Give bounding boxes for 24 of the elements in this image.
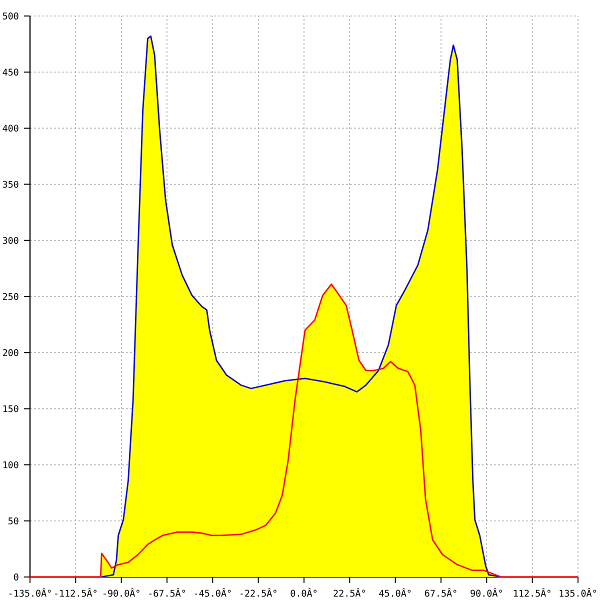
x-tick-label: -112.5Â°: [55, 588, 96, 597]
x-tick-label: 90.0Â°: [470, 588, 502, 597]
y-tick-label: 250: [3, 293, 18, 300]
y-tick-label: 150: [3, 405, 18, 412]
x-tick-label: 45.0Â°: [379, 588, 411, 597]
y-tick-label: 350: [2, 180, 18, 188]
y-tick-label: 500: [2, 12, 18, 20]
y-tick-label: 450: [2, 68, 18, 76]
x-tick-label: 67.5Â°: [424, 588, 456, 597]
x-tick-label: -67.5Â°: [149, 588, 186, 597]
x-tick-label: 112.5Â°: [514, 588, 550, 597]
y-tick-label: 300: [2, 236, 18, 244]
x-tick-label: -22.5Â°: [240, 588, 276, 597]
y-tick-label: 200: [3, 349, 18, 356]
x-tick-label: -45.0Â°: [194, 588, 231, 597]
y-tick-label: 0: [14, 574, 18, 580]
y-tick-label: 50: [8, 517, 18, 524]
y-tick-label: 100: [3, 461, 18, 468]
x-tick-label: -90.0Â°: [104, 588, 140, 597]
x-tick-label: -135.0Â°: [9, 588, 51, 597]
x-tick-label: 22.5Â°: [334, 588, 365, 597]
y-tick-label: 400: [2, 124, 18, 132]
x-tick-label: 135.0Â°: [560, 588, 596, 597]
x-tick-label: 0.0Â°: [290, 588, 317, 597]
